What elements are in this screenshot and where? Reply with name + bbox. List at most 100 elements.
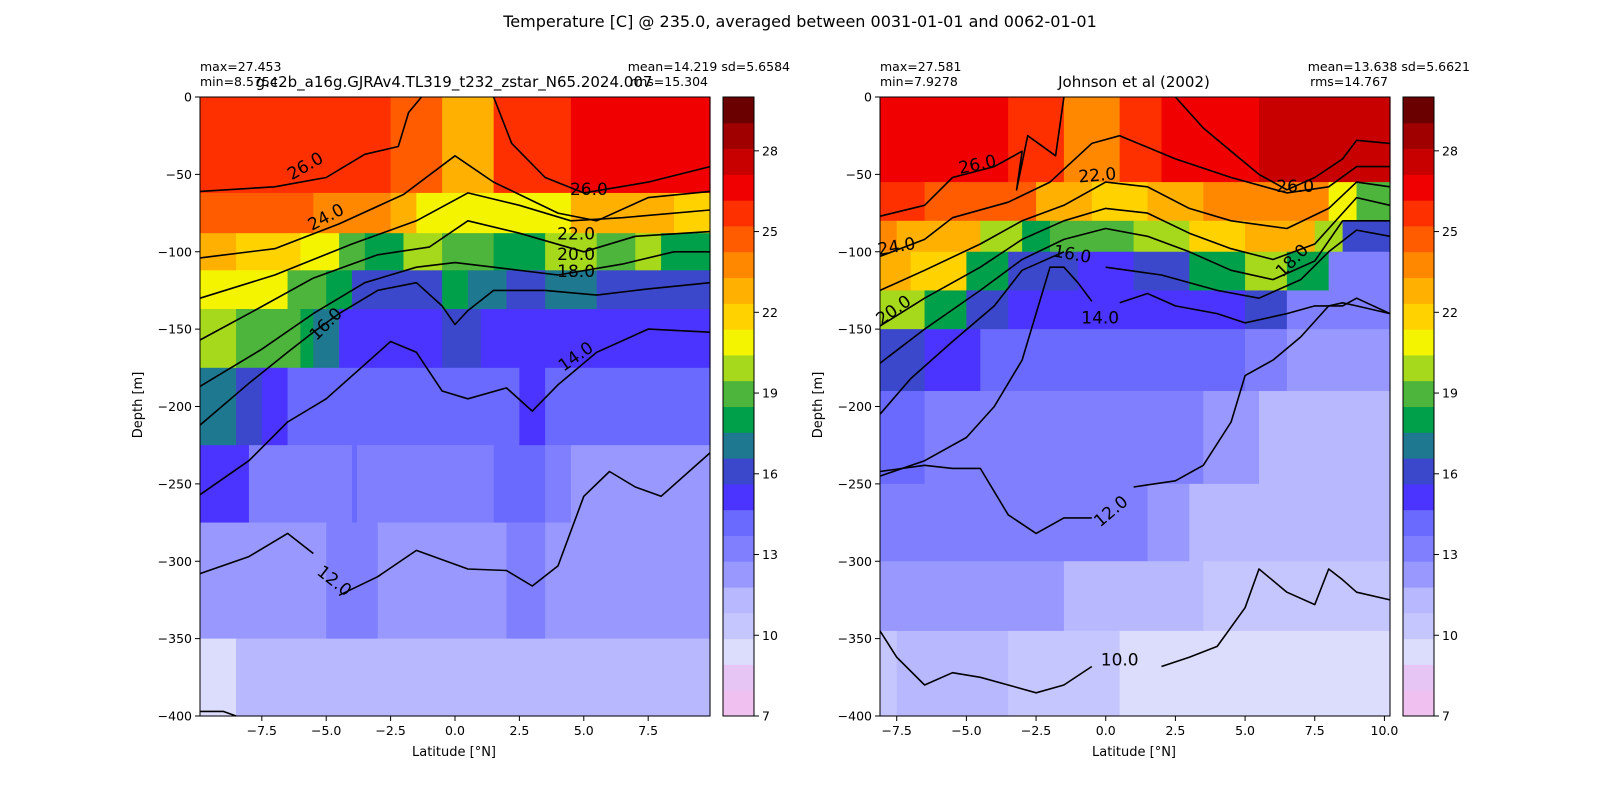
stat-min: min=8.5754 (200, 74, 278, 89)
contour-label: 10.0 (1101, 650, 1139, 670)
colorbar-tick-label: 7 (1442, 709, 1450, 724)
colorbar-swatch (1403, 638, 1434, 665)
y-tick-label: −150 (838, 322, 872, 337)
colorbar-tick-label: 10 (1442, 628, 1458, 643)
contour-line (199, 96, 423, 193)
contour-line (492, 96, 711, 194)
colorbar-tick-label: 28 (1442, 143, 1458, 158)
colorbar-swatch (1403, 406, 1434, 433)
contour-line (879, 630, 1093, 694)
x-tick-label: 0.0 (445, 723, 465, 738)
colorbar-swatch (1403, 251, 1434, 279)
colorbar-tick-label: 16 (1442, 466, 1458, 481)
heatmap-cell (200, 309, 237, 369)
y-tick-label: −50 (846, 167, 872, 182)
x-tick-label: −5.0 (311, 723, 341, 738)
colorbar: 28 25 22 19 16 13 10 7 (1402, 96, 1458, 724)
colorbar-swatch (1403, 664, 1434, 691)
heatmap-cell (248, 445, 353, 524)
contour-line (1105, 229, 1391, 299)
heatmap-cell (200, 445, 250, 524)
y-axis-label: Depth [m] (131, 372, 146, 439)
heatmap-cell (442, 309, 482, 369)
y-tick-label: −50 (166, 167, 192, 182)
heatmap-cell (1189, 329, 1246, 392)
colorbar-swatch (723, 483, 754, 511)
heatmap-cell (910, 251, 967, 292)
colorbar-swatch (723, 432, 754, 459)
heatmap-cell (880, 220, 898, 253)
heatmap-cell (1077, 329, 1190, 392)
colorbar-swatch (1403, 277, 1434, 304)
x-tick-label: 5.0 (1235, 723, 1255, 738)
heatmap-cell (442, 270, 469, 310)
heatmap-cell (994, 561, 1065, 632)
heatmap-cell (493, 445, 546, 524)
x-tick-label: 10.0 (1371, 723, 1399, 738)
y-tick-label: −400 (158, 709, 192, 724)
stat-mean-sd: mean=13.638 sd=5.6621 (1308, 59, 1470, 74)
colorbar-swatch (723, 354, 754, 382)
heatmap-cell (545, 233, 598, 271)
colorbar-tick-label: 19 (762, 386, 778, 401)
colorbar-swatch (723, 277, 754, 304)
y-tick-label: 0 (864, 90, 872, 105)
x-axis-label: Latitude [°N] (1092, 745, 1176, 760)
heatmap-cell (200, 233, 237, 271)
heatmap-cell (200, 192, 314, 234)
contour-line (879, 196, 1391, 327)
colorbar-swatch (1403, 432, 1434, 459)
heatmap-cell (1245, 220, 1316, 253)
y-tick-label: 0 (184, 90, 192, 105)
colorbar-swatch (723, 587, 754, 614)
colorbar-swatch (723, 122, 754, 150)
contour-line (879, 220, 1390, 364)
colorbar-swatch (1403, 690, 1434, 717)
heatmap-cell (313, 192, 392, 234)
colorbar-swatch (723, 148, 754, 175)
heatmap-cell (924, 391, 1023, 485)
heatmap-cell (339, 309, 443, 369)
colorbar-swatch (723, 561, 754, 588)
colorbar-swatch (1403, 225, 1434, 253)
heatmap-cell (1203, 391, 1260, 485)
y-tick-label: −300 (838, 554, 872, 569)
stat-max: max=27.581 (880, 59, 961, 74)
heatmap-cell (635, 233, 662, 271)
colorbar-tick-label: 13 (762, 547, 778, 562)
colorbar-swatch (1403, 97, 1434, 124)
contour-line (199, 281, 711, 426)
colorbar-swatch (1403, 458, 1434, 485)
colorbar-swatch (1403, 354, 1434, 382)
colorbar-swatch (723, 97, 754, 124)
heatmap-cell (1342, 220, 1391, 253)
colorbar-swatch (723, 612, 754, 640)
colorbar-swatch (1403, 329, 1434, 356)
colorbar-swatch (723, 174, 754, 201)
contour-line (879, 251, 1065, 415)
heatmap-cell (1063, 561, 1204, 632)
heatmap-cell (1245, 329, 1288, 392)
heatmap-cell (1036, 483, 1149, 562)
y-tick-label: −350 (158, 631, 192, 646)
colorbar-swatch (1403, 483, 1434, 511)
heatmap-cell (880, 182, 926, 222)
heatmap-cells (880, 97, 1391, 717)
heatmap-cell (300, 309, 314, 369)
panel-model: max=27.453 min=8.5754 mean=14.219 sd=5.6… (131, 59, 790, 760)
x-axis-ticks: −7.5 −5.0 −2.5 0.0 2.5 5.0 7.5 (247, 716, 658, 738)
heatmap-cell (261, 367, 289, 446)
panel-title: Johnson et al (2002) (1057, 73, 1210, 91)
heatmap-cell (1008, 97, 1065, 183)
heatmap-cell (200, 97, 289, 194)
contour-line (879, 134, 1390, 258)
contour-lines (879, 96, 1391, 694)
heatmap-cell (938, 483, 1037, 562)
heatmap-cell (880, 561, 995, 632)
heatmap-cell (200, 367, 237, 446)
heatmap-cell (1133, 251, 1190, 292)
heatmap-cell (1091, 182, 1149, 222)
heatmap-cell (570, 97, 711, 194)
heatmap-cell (1050, 220, 1135, 253)
